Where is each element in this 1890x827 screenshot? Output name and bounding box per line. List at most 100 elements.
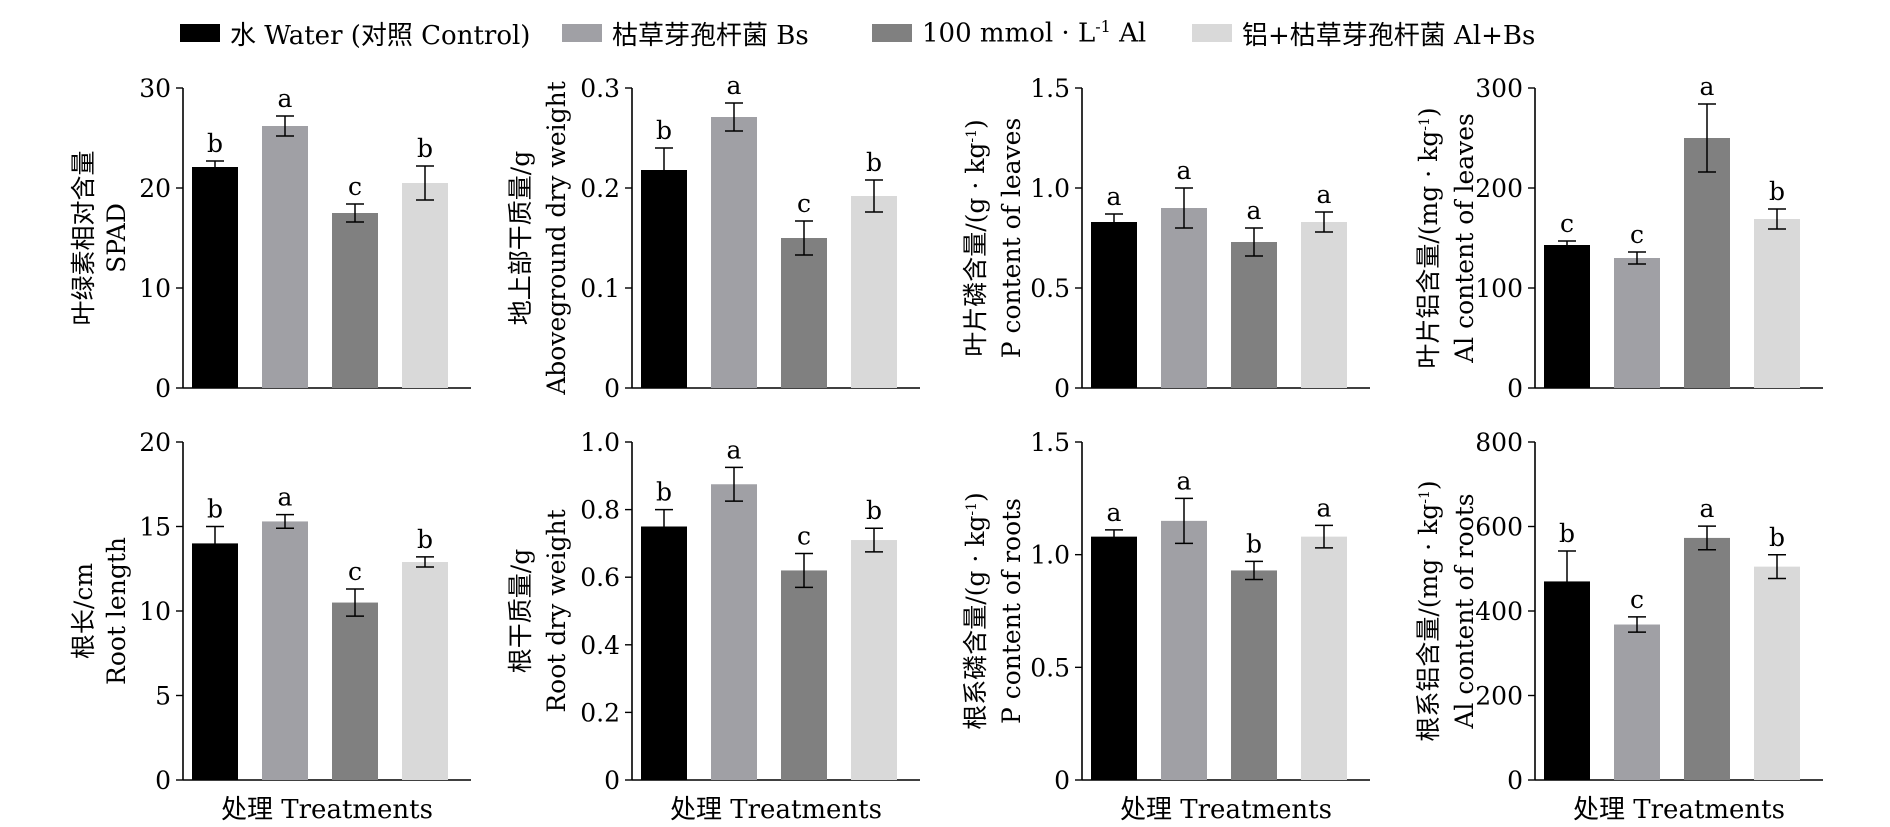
bar bbox=[851, 540, 897, 780]
y-tick-label: 0.5 bbox=[1030, 274, 1070, 303]
y-tick-label: 1.5 bbox=[1030, 74, 1070, 103]
y-tick-label: 10 bbox=[139, 274, 171, 303]
bar bbox=[1544, 581, 1590, 780]
chart-panel: 0 10 20 30 b a c b 叶绿素相对含量 SPAD bbox=[69, 74, 471, 403]
y-axis-label: 叶绿素相对含量 bbox=[69, 150, 98, 325]
y-tick-label: 0.3 bbox=[580, 74, 620, 103]
bar bbox=[711, 117, 757, 388]
y-axis-label: SPAD bbox=[102, 203, 131, 273]
significance-letter: b bbox=[417, 134, 433, 163]
bar bbox=[1544, 245, 1590, 388]
y-tick-label: 15 bbox=[139, 513, 171, 542]
y-tick-label: 0.2 bbox=[580, 698, 620, 727]
legend-item: 铝+枯草芽孢杆菌 Al+Bs bbox=[1192, 8, 1535, 58]
bar bbox=[1161, 208, 1207, 388]
y-tick-label: 0 bbox=[604, 374, 620, 403]
bar bbox=[1684, 138, 1730, 388]
y-tick-label: 20 bbox=[139, 174, 171, 203]
legend-swatch bbox=[180, 24, 220, 42]
bar bbox=[402, 561, 448, 780]
chart-panel: 0 0.5 1.0 1.5 a a b a 根系磷含量/(g · kg-1)P content … bbox=[961, 428, 1370, 825]
bar bbox=[1161, 520, 1207, 780]
bar bbox=[1684, 537, 1730, 780]
significance-letter: a bbox=[1107, 182, 1122, 211]
significance-letter: b bbox=[207, 129, 223, 158]
bar bbox=[851, 196, 897, 388]
bar bbox=[1754, 219, 1800, 388]
legend-swatch bbox=[1192, 24, 1232, 42]
chart-panel: 0 0.5 1.0 1.5 a a a a 叶片磷含量/(g · kg-1) P content … bbox=[961, 74, 1370, 403]
y-axis-label: 地上部干质量/g bbox=[506, 151, 535, 325]
legend-label: 100 mmol · L-1 Al bbox=[922, 17, 1147, 49]
bar bbox=[1754, 566, 1800, 780]
y-tick-label: 200 bbox=[1475, 174, 1523, 203]
x-axis-label: 处理 Treatments bbox=[1120, 795, 1332, 825]
legend-swatch bbox=[872, 24, 912, 42]
legend-item: 水 Water (对照 Control) bbox=[180, 8, 530, 58]
y-axis-label: 叶片铝含量/(mg · kg-1) bbox=[1414, 107, 1443, 368]
bar bbox=[192, 167, 238, 388]
bar bbox=[1091, 222, 1137, 388]
y-tick-label: 0.5 bbox=[1030, 653, 1070, 682]
y-tick-label: 400 bbox=[1475, 597, 1523, 626]
significance-letter: c bbox=[797, 189, 811, 218]
significance-letter: c bbox=[348, 172, 362, 201]
legend-label: 水 Water (对照 Control) bbox=[230, 20, 531, 51]
y-tick-label: 0 bbox=[1507, 374, 1523, 403]
y-tick-label: 600 bbox=[1475, 513, 1523, 542]
chart-panel: 0 0.2 0.4 0.6 0.8 1.0 b a c b 根干质量/g Root dry weigh… bbox=[506, 428, 920, 825]
bar bbox=[1231, 242, 1277, 388]
y-tick-label: 0 bbox=[1054, 766, 1070, 795]
y-axis-label: 根长/cm bbox=[69, 563, 98, 659]
bar bbox=[1231, 570, 1277, 780]
significance-letter: a bbox=[1700, 72, 1715, 101]
y-axis-label: 根系铝含量/(mg · kg-1) bbox=[1414, 480, 1443, 741]
bar bbox=[402, 183, 448, 388]
y-tick-label: 1.0 bbox=[580, 428, 620, 457]
significance-letter: b bbox=[1559, 519, 1575, 548]
bar bbox=[781, 238, 827, 388]
y-tick-label: 30 bbox=[139, 74, 171, 103]
y-axis-label: Aboveground dry weight bbox=[542, 81, 571, 396]
y-axis-label: 叶片磷含量/(g · kg-1) bbox=[961, 119, 990, 357]
bar bbox=[332, 602, 378, 780]
y-tick-label: 20 bbox=[139, 428, 171, 457]
significance-letter: a bbox=[278, 483, 293, 512]
chart-panel: 0 200 400 600 800 b c a b 根系铝含量/(mg · kg-1)Al con… bbox=[1414, 428, 1823, 825]
y-tick-label: 100 bbox=[1475, 274, 1523, 303]
y-tick-label: 300 bbox=[1475, 74, 1523, 103]
y-axis-label: Root length bbox=[102, 537, 131, 685]
significance-letter: a bbox=[727, 71, 742, 100]
y-axis-label: P content of leaves bbox=[997, 118, 1026, 359]
significance-letter: a bbox=[1247, 196, 1262, 225]
significance-letter: c bbox=[1630, 220, 1644, 249]
significance-letter: b bbox=[866, 148, 882, 177]
y-tick-label: 10 bbox=[139, 597, 171, 626]
significance-letter: a bbox=[1107, 498, 1122, 527]
significance-letter: c bbox=[797, 522, 811, 551]
bar bbox=[641, 170, 687, 388]
significance-letter: b bbox=[656, 478, 672, 507]
significance-letter: b bbox=[1769, 523, 1785, 552]
significance-letter: b bbox=[207, 495, 223, 524]
bar bbox=[641, 526, 687, 780]
significance-letter: a bbox=[1700, 494, 1715, 523]
y-tick-label: 0 bbox=[1507, 766, 1523, 795]
y-tick-label: 1.5 bbox=[1030, 428, 1070, 457]
bar bbox=[262, 521, 308, 780]
bar bbox=[1614, 258, 1660, 388]
legend-swatch bbox=[562, 24, 602, 42]
legend-label: 枯草芽孢杆菌 Bs bbox=[612, 20, 809, 51]
y-tick-label: 1.0 bbox=[1030, 541, 1070, 570]
significance-letter: a bbox=[1177, 156, 1192, 185]
chart-panel: 0 100 200 300 c c a b 叶片铝含量/(mg · kg-1)Al conten… bbox=[1414, 72, 1823, 403]
significance-letter: a bbox=[727, 435, 742, 464]
y-tick-label: 1.0 bbox=[1030, 174, 1070, 203]
significance-letter: c bbox=[1560, 209, 1574, 238]
y-axis-label: Root dry weight bbox=[542, 509, 571, 712]
chart-panel: 0 5 10 15 20 b a c b 根长/cm Root length 处理 Treatment… bbox=[69, 428, 471, 825]
significance-letter: a bbox=[1317, 493, 1332, 522]
bar bbox=[711, 484, 757, 780]
significance-letter: b bbox=[656, 116, 672, 145]
significance-letter: b bbox=[417, 525, 433, 554]
